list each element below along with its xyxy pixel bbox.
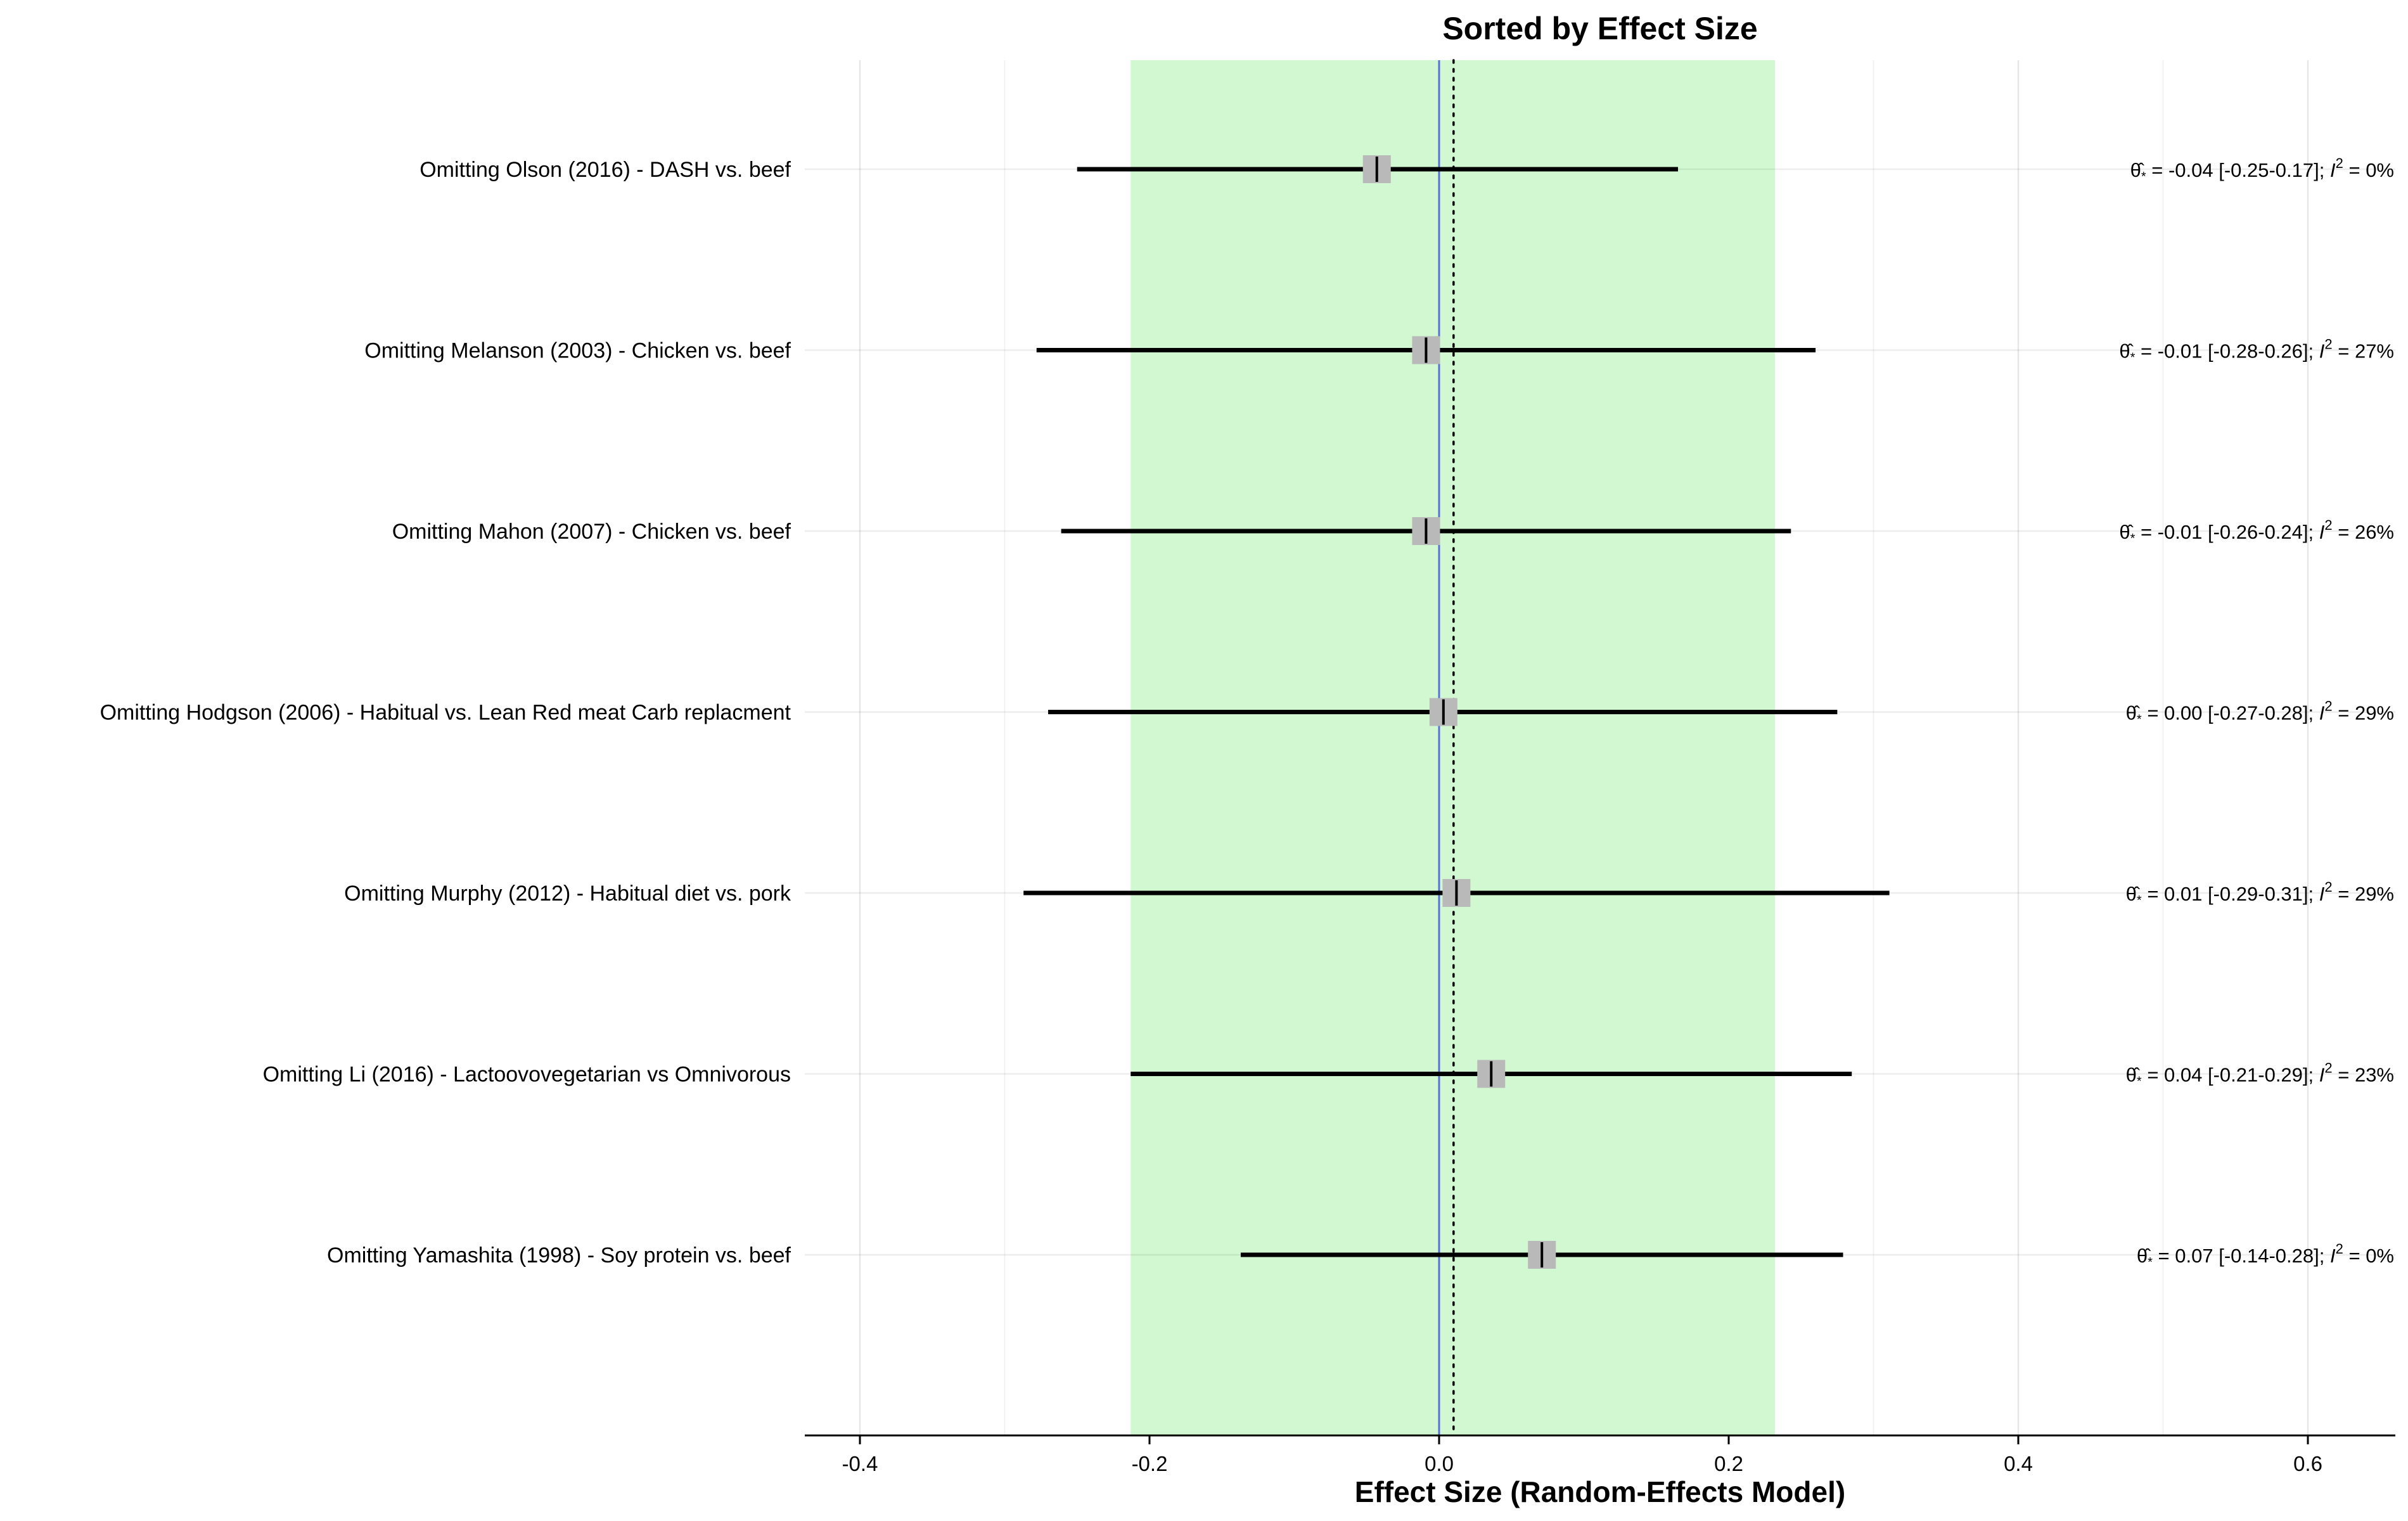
- row-label: Omitting Yamashita (1998) - Soy protein …: [327, 1243, 791, 1268]
- x-axis-label: Effect Size (Random-Effects Model): [1355, 1475, 1845, 1508]
- row-annotation: θ̂* = 0.04 [-0.21-0.29]; I2 = 23%: [2126, 1060, 2394, 1089]
- study-row: Omitting Hodgson (2006) - Habitual vs. L…: [100, 698, 2394, 727]
- row-label: Omitting Olson (2016) - DASH vs. beef: [419, 158, 791, 182]
- x-tick-label: -0.2: [1132, 1452, 1168, 1475]
- row-annotation: θ̂* = -0.01 [-0.28-0.26]; I2 = 27%: [2119, 337, 2394, 365]
- x-tick-label: 0.4: [2004, 1452, 2033, 1475]
- x-tick-label: -0.4: [842, 1452, 878, 1475]
- row-annotation: θ̂* = -0.04 [-0.25-0.17]; I2 = 0%: [2130, 155, 2394, 184]
- study-row: Omitting Yamashita (1998) - Soy protein …: [327, 1241, 2394, 1269]
- row-label: Omitting Hodgson (2006) - Habitual vs. L…: [100, 701, 791, 725]
- row-annotation: θ̂* = 0.01 [-0.29-0.31]; I2 = 29%: [2126, 879, 2394, 908]
- row-label: Omitting Murphy (2012) - Habitual diet v…: [344, 882, 791, 906]
- x-axis-ticks: -0.4 -0.2 0.0 0.2 0.4 0.6: [842, 1435, 2322, 1475]
- study-rows: Omitting Olson (2016) - DASH vs. beef θ̂*…: [100, 155, 2394, 1269]
- study-row: Omitting Olson (2016) - DASH vs. beef θ̂*…: [419, 155, 2394, 184]
- row-label: Omitting Melanson (2003) - Chicken vs. b…: [364, 339, 791, 363]
- study-row: Omitting Melanson (2003) - Chicken vs. b…: [364, 336, 2394, 365]
- row-label: Omitting Mahon (2007) - Chicken vs. beef: [392, 520, 791, 544]
- row-annotation: θ̂* = 0.07 [-0.14-0.28]; I2 = 0%: [2137, 1241, 2394, 1269]
- chart-title: Sorted by Effect Size: [1442, 11, 1757, 46]
- x-tick-label: 0.0: [1425, 1452, 1454, 1475]
- x-tick-label: 0.6: [2293, 1452, 2322, 1475]
- x-tick-label: 0.2: [1714, 1452, 1743, 1475]
- study-row: Omitting Li (2016) - Lactoovovegetarian …: [263, 1060, 2394, 1089]
- row-label: Omitting Li (2016) - Lactoovovegetarian …: [263, 1063, 791, 1087]
- row-annotation: θ̂* = -0.01 [-0.26-0.24]; I2 = 26%: [2119, 517, 2394, 546]
- row-annotation: θ̂* = 0.00 [-0.27-0.28]; I2 = 29%: [2126, 698, 2394, 727]
- study-row: Omitting Mahon (2007) - Chicken vs. beef…: [392, 517, 2394, 546]
